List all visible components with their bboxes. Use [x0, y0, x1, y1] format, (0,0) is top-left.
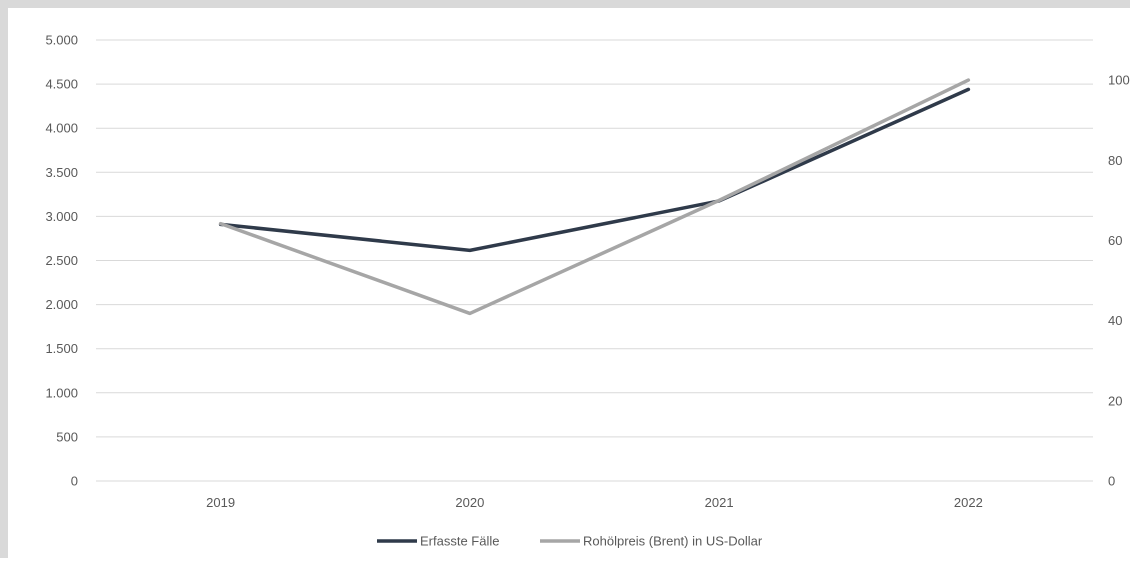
- y-left-tick-label: 4.500: [45, 77, 78, 92]
- series-line-2: [221, 80, 969, 313]
- gridlines: [96, 40, 1093, 481]
- x-tick-label: 2022: [954, 495, 983, 510]
- y-right-tick-label: 100: [1108, 73, 1130, 88]
- y-left-tick-label: 2.500: [45, 253, 78, 268]
- series-lines: [221, 80, 969, 313]
- legend-label: Erfasste Fälle: [420, 534, 499, 549]
- y-right-tick-label: 0: [1108, 474, 1115, 489]
- y-left-tick-label: 1.000: [45, 385, 78, 400]
- y-left-tick-label: 1.500: [45, 341, 78, 356]
- x-tick-label: 2019: [206, 495, 235, 510]
- y-axis-left: 0 500 1.000 1.500 2.000 2.500 3.000 3.500 4.000 4…: [45, 33, 78, 489]
- y-left-tick-label: 4.000: [45, 121, 78, 136]
- legend: Erfasste Fälle Rohölpreis (Brent) in US-D…: [377, 534, 763, 549]
- y-right-tick-label: 20: [1108, 393, 1122, 408]
- y-right-tick-label: 40: [1108, 313, 1122, 328]
- line-chart: 0 500 1.000 1.500 2.000 2.500 3.000 3.500 4.000 4…: [8, 8, 1130, 566]
- y-right-tick-label: 80: [1108, 153, 1122, 168]
- x-tick-label: 2021: [705, 495, 734, 510]
- y-left-tick-label: 3.000: [45, 209, 78, 224]
- y-axis-right: 0 20 40 60 80 100: [1108, 73, 1130, 489]
- y-left-tick-label: 0: [71, 474, 78, 489]
- y-left-tick-label: 5.000: [45, 33, 78, 48]
- y-right-tick-label: 60: [1108, 233, 1122, 248]
- y-left-tick-label: 2.000: [45, 297, 78, 312]
- y-left-tick-label: 3.500: [45, 165, 78, 180]
- legend-label: Rohölpreis (Brent) in US-Dollar: [583, 534, 763, 549]
- y-left-tick-label: 500: [56, 429, 78, 444]
- series-line-1: [221, 89, 969, 250]
- x-axis: 2019 2020 2021 2022: [206, 495, 983, 510]
- x-tick-label: 2020: [455, 495, 484, 510]
